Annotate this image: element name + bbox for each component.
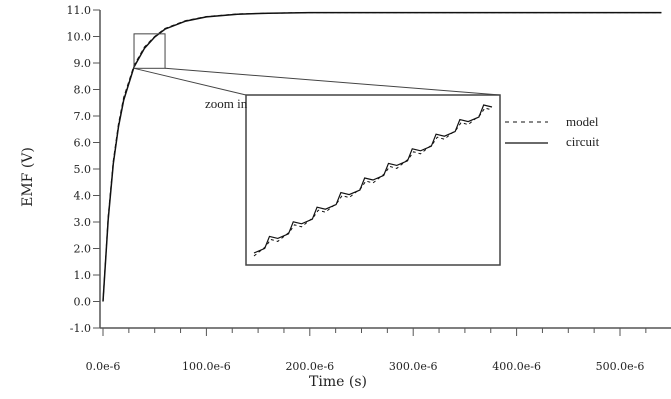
y-tick-label: -1.0 <box>70 322 91 335</box>
zoom-connector <box>133 67 247 96</box>
y-tick-label: 0.0 <box>74 296 92 309</box>
legend-model-label: model <box>566 114 599 129</box>
x-axis-ticks: 0.0e-6 100.0e-6 200.0e-6 300.0e-6 400.0e-6 50… <box>86 328 647 373</box>
y-tick-label: 10.0 <box>67 31 92 44</box>
x-tick-label: 300.0e-6 <box>389 360 438 373</box>
y-tick-label: 11.0 <box>67 4 92 17</box>
inset-circuit-curve <box>253 104 493 254</box>
y-tick-label: 9.0 <box>74 57 92 70</box>
y-tick-label: 8.0 <box>74 84 92 97</box>
x-tick-label: 200.0e-6 <box>285 360 334 373</box>
zoom-source-box <box>133 33 166 69</box>
x-axis-label: Time (s) <box>309 374 367 390</box>
zoom-connector <box>165 67 501 96</box>
y-tick-label: 1.0 <box>74 269 92 282</box>
y-tick-label: 2.0 <box>74 243 92 256</box>
x-tick-label: 0.0e-6 <box>86 360 121 373</box>
y-axis-label: EMF (V) <box>20 147 36 207</box>
inset-model-curve <box>253 107 493 257</box>
x-tick-label: 500.0e-6 <box>596 360 645 373</box>
x-tick-label: 400.0e-6 <box>492 360 541 373</box>
y-axis-ticks: -1.0 0.0 1.0 2.0 3.0 4.0 5.0 6.0 7.0 8.0 9.0 10.0 11… <box>67 4 100 335</box>
y-tick-label: 7.0 <box>74 110 92 123</box>
y-tick-label: 6.0 <box>74 137 92 150</box>
series-circuit <box>102 11 662 302</box>
y-tick-label: 4.0 <box>74 190 92 203</box>
curves <box>102 11 662 302</box>
zoom-inset <box>133 33 501 266</box>
y-tick-label: 5.0 <box>74 163 92 176</box>
x-tick-label: 100.0e-6 <box>182 360 231 373</box>
legend-circuit-label: circuit <box>566 134 600 149</box>
y-tick-label: 3.0 <box>74 216 92 229</box>
zoom-in-annotation: zoom in <box>205 96 248 111</box>
